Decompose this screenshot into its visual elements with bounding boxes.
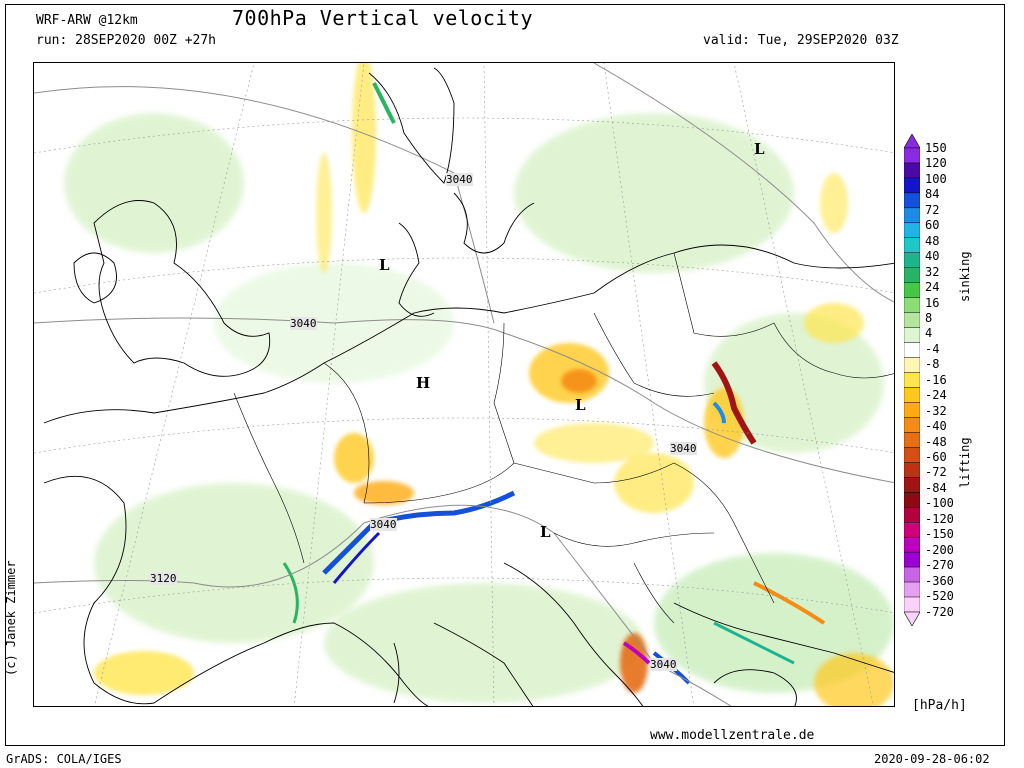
colorbar-level-label: 4 xyxy=(925,326,933,341)
colorbar-level-label: -100 xyxy=(925,496,954,511)
contour-label: 3040 xyxy=(670,442,697,455)
colorbar-swatch xyxy=(904,387,920,403)
colorbar-level-label: -270 xyxy=(925,558,954,573)
author-credit: (c) Janek Zimmer xyxy=(4,560,18,676)
colorbar-svg xyxy=(904,134,920,626)
colorbar-level-label: 84 xyxy=(925,187,940,202)
colorbar-level-label: 72 xyxy=(925,202,940,217)
software-label: GrADS: COLA/IGES xyxy=(6,752,122,766)
colorbar-swatch xyxy=(904,252,920,268)
colorbar-swatch xyxy=(904,521,920,538)
colorbar-swatch xyxy=(904,566,920,583)
figure-frame xyxy=(5,4,1005,746)
colorbar-swatch xyxy=(904,312,920,328)
contour-label: 3040 xyxy=(650,658,677,671)
colorbar-level-label: 150 xyxy=(925,141,947,155)
colorbar-level-label: -520 xyxy=(925,589,954,604)
colorbar-level-label: -120 xyxy=(925,511,954,526)
colorbar-swatch xyxy=(904,207,920,224)
height-contours xyxy=(34,63,894,706)
colorbar-swatch xyxy=(904,507,920,523)
low-pressure-center: L xyxy=(379,256,390,274)
colorbar-swatch xyxy=(904,357,920,373)
borders xyxy=(233,252,894,624)
colorbar-level-label: -60 xyxy=(925,450,947,464)
website-label: www.modellzentrale.de xyxy=(650,728,815,743)
colorbar-level-label: -360 xyxy=(925,573,954,588)
colorbar-level-label: 32 xyxy=(925,264,940,279)
colorbar-swatch xyxy=(904,596,920,613)
colorbar-level-label: -48 xyxy=(925,434,947,449)
graticule xyxy=(34,63,894,706)
colorbar-level-label: -16 xyxy=(925,372,947,387)
contour-label: 3040 xyxy=(446,173,473,186)
colorbar-level-label: 24 xyxy=(925,280,940,295)
colorbar-swatch xyxy=(904,372,920,388)
colorbar-swatch xyxy=(904,147,920,164)
colorbar xyxy=(904,134,920,626)
colorbar-swatch xyxy=(904,477,920,493)
colorbar-swatch xyxy=(904,492,920,508)
timestamp-label: 2020-09-28-06:02 xyxy=(874,752,990,766)
colorbar-level-label: -32 xyxy=(925,403,947,418)
colorbar-swatch xyxy=(904,177,920,194)
colorbar-level-label: -8 xyxy=(925,357,940,372)
colorbar-swatch xyxy=(904,342,920,358)
high-pressure-center: H xyxy=(416,374,431,392)
strong-motion-bands xyxy=(282,82,826,685)
colorbar-level-label: -72 xyxy=(925,465,947,480)
colorbar-swatch xyxy=(904,222,920,239)
map-svg xyxy=(34,63,894,706)
colorbar-swatch xyxy=(904,282,920,298)
model-label: WRF-ARW @12km xyxy=(36,13,138,28)
colorbar-level-label: -24 xyxy=(925,388,947,403)
colorbar-swatch xyxy=(904,162,920,179)
colorbar-swatch xyxy=(904,462,920,478)
sinking-label: sinking xyxy=(958,251,972,302)
colorbar-swatch xyxy=(904,237,920,253)
colorbar-level-label: 8 xyxy=(925,310,933,325)
run-label: run: 28SEP2020 00Z +27h xyxy=(36,33,217,48)
colorbar-swatch xyxy=(904,536,920,553)
colorbar-level-label: -84 xyxy=(925,480,947,495)
colorbar-swatch xyxy=(904,581,920,598)
colorbar-level-label: -720 xyxy=(925,604,954,619)
colorbar-level-label: 60 xyxy=(925,218,940,233)
weather-map: L L H L L 3040 3040 3040 3040 3120 3040 xyxy=(33,62,895,707)
contour-label: 3120 xyxy=(150,572,177,585)
sinking-field xyxy=(64,113,894,703)
colorbar-level-label: -4 xyxy=(925,341,940,356)
coastlines xyxy=(43,67,894,706)
low-pressure-center: L xyxy=(754,140,765,158)
colorbar-swatch xyxy=(904,432,920,448)
colorbar-swatch xyxy=(904,402,920,418)
lifting-label: lifting xyxy=(958,437,972,488)
chart-title: 700hPa Vertical velocity xyxy=(232,6,533,30)
colorbar-level-label: -40 xyxy=(925,419,947,434)
low-pressure-center: L xyxy=(575,396,586,414)
contour-label: 3040 xyxy=(290,317,317,330)
colorbar-swatch xyxy=(904,267,920,283)
colorbar-level-label: 16 xyxy=(925,295,940,310)
colorbar-level-label: 48 xyxy=(925,233,940,248)
colorbar-level-label: 40 xyxy=(925,249,940,264)
lifting-field xyxy=(94,63,894,706)
colorbar-top-arrow xyxy=(904,134,920,149)
valid-label: valid: Tue, 29SEP2020 03Z xyxy=(703,33,899,48)
colorbar-swatch xyxy=(904,447,920,463)
colorbar-level-label: -150 xyxy=(925,527,954,542)
colorbar-level-label: 120 xyxy=(925,156,947,171)
colorbar-bottom-arrow xyxy=(904,611,920,626)
colorbar-swatch xyxy=(904,551,920,568)
colorbar-level-label: 100 xyxy=(925,171,947,186)
units-label: [hPa/h] xyxy=(912,698,967,713)
colorbar-swatch xyxy=(904,327,920,343)
colorbar-labels: 150 120 100 84 72 60 48 40 32 24 16 8 4 -4 -8 -16 -24 -32… xyxy=(925,142,985,622)
colorbar-swatch xyxy=(904,192,920,209)
low-pressure-center: L xyxy=(540,523,551,541)
colorbar-swatch xyxy=(904,417,920,433)
colorbar-level-label: -200 xyxy=(925,542,954,557)
contour-label: 3040 xyxy=(370,518,397,531)
colorbar-swatch xyxy=(904,297,920,313)
